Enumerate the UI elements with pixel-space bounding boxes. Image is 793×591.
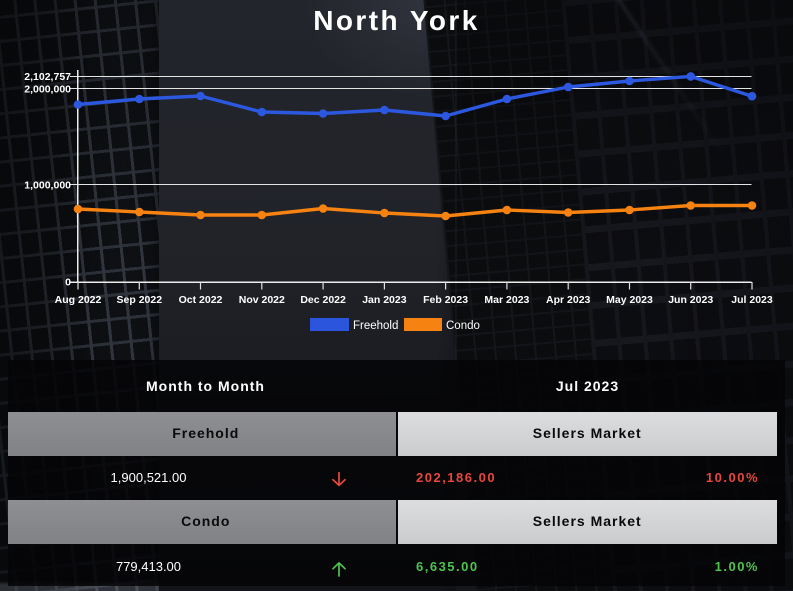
svg-text:Oct 2022: Oct 2022 bbox=[179, 294, 223, 306]
svg-text:Dec 2022: Dec 2022 bbox=[300, 294, 346, 306]
svg-text:Nov 2022: Nov 2022 bbox=[239, 294, 285, 306]
svg-text:2,000,000: 2,000,000 bbox=[24, 83, 71, 95]
svg-text:Jan 2023: Jan 2023 bbox=[362, 294, 407, 306]
svg-text:Apr 2023: Apr 2023 bbox=[546, 294, 591, 306]
svg-text:Jun 2023: Jun 2023 bbox=[668, 294, 713, 306]
svg-text:Aug 2022: Aug 2022 bbox=[55, 294, 102, 306]
svg-text:May 2023: May 2023 bbox=[606, 294, 653, 306]
svg-text:2,102,757: 2,102,757 bbox=[24, 71, 71, 83]
svg-text:Sep 2022: Sep 2022 bbox=[117, 294, 163, 306]
svg-text:Jul 2023: Jul 2023 bbox=[731, 294, 773, 306]
svg-text:Feb 2023: Feb 2023 bbox=[423, 294, 468, 306]
svg-text:Mar 2023: Mar 2023 bbox=[484, 294, 529, 306]
svg-text:0: 0 bbox=[65, 276, 71, 288]
svg-text:1,000,000: 1,000,000 bbox=[24, 179, 71, 191]
